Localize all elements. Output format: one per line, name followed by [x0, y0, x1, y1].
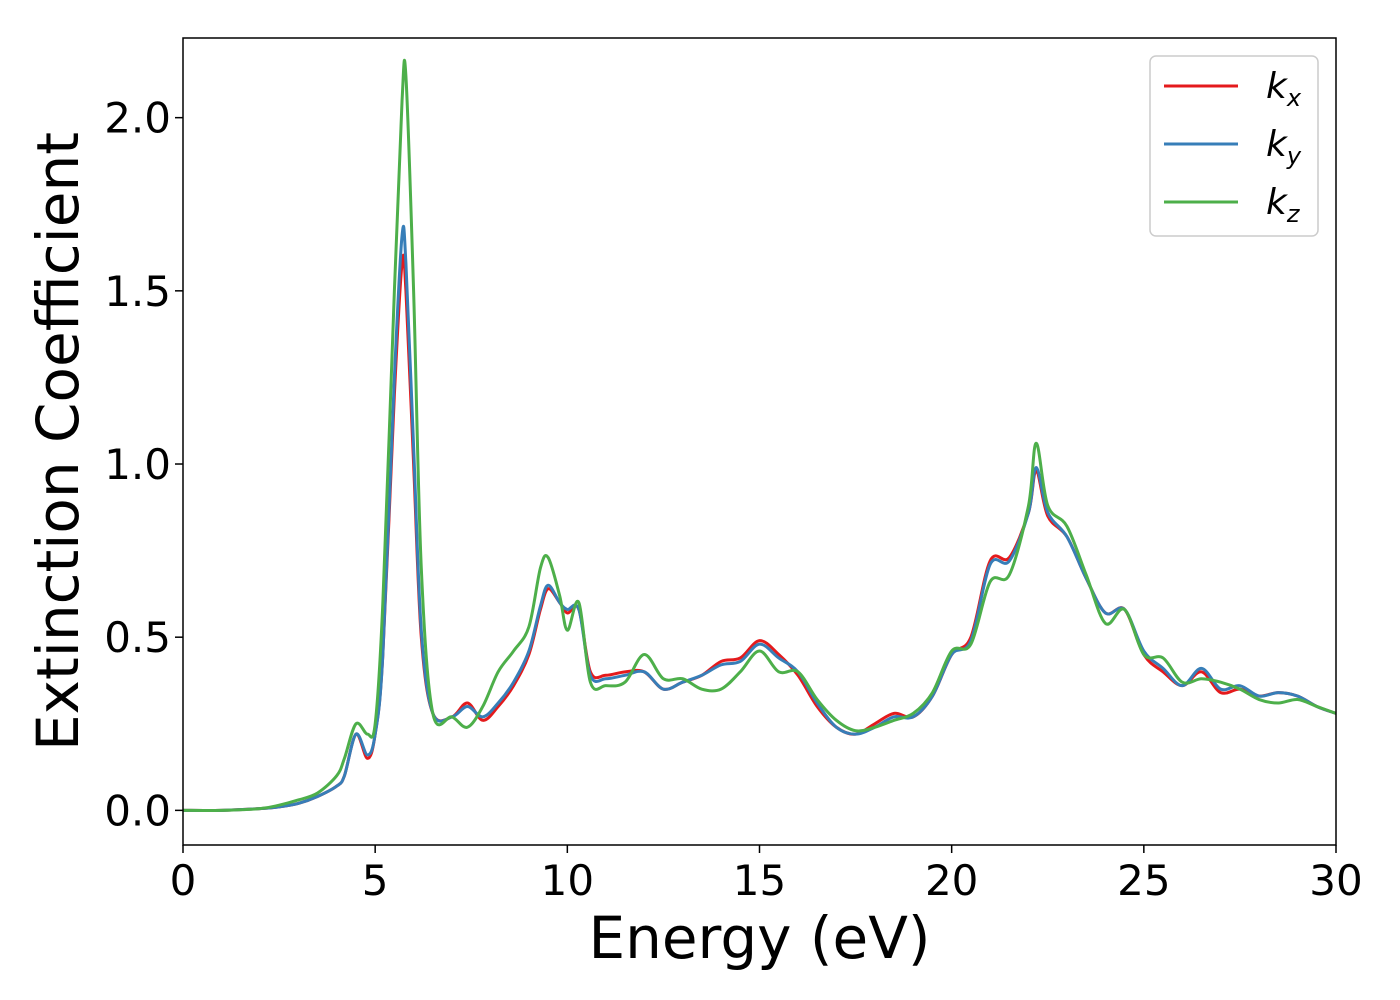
x-axis: 0 5 10 15 20 25 30 [170, 845, 1363, 905]
x-tick-label: 10 [541, 856, 594, 905]
legend-label-x: kx [1266, 66, 1302, 112]
y-tick-label: 0.5 [104, 613, 171, 662]
legend-label-y: ky [1266, 124, 1302, 170]
series-line-y [182, 224, 1337, 812]
y-tick-label: 0.0 [104, 786, 171, 835]
x-tick-label: 20 [925, 856, 978, 905]
y-tick-label: 1.5 [104, 267, 171, 316]
legend: kx ky kz [1149, 55, 1319, 237]
series-layer [182, 59, 1337, 812]
legend-label-z: kz [1266, 182, 1301, 228]
series-line-x [182, 253, 1337, 812]
y-tick-label: 2.0 [104, 94, 171, 143]
x-tick-label: 30 [1309, 856, 1362, 905]
y-tick-label: 1.0 [104, 440, 171, 489]
series-line-z [182, 59, 1337, 812]
legend-box [1149, 55, 1319, 237]
x-tick-label: 25 [1117, 856, 1170, 905]
x-axis-label: Energy (eV) [588, 904, 930, 972]
y-axis-label: Extinction Coefficient [24, 132, 92, 751]
x-tick-label: 5 [362, 856, 389, 905]
y-axis: 0.0 0.5 1.0 1.5 2.0 [104, 94, 183, 835]
x-tick-label: 0 [170, 856, 197, 905]
x-tick-label: 15 [733, 856, 786, 905]
